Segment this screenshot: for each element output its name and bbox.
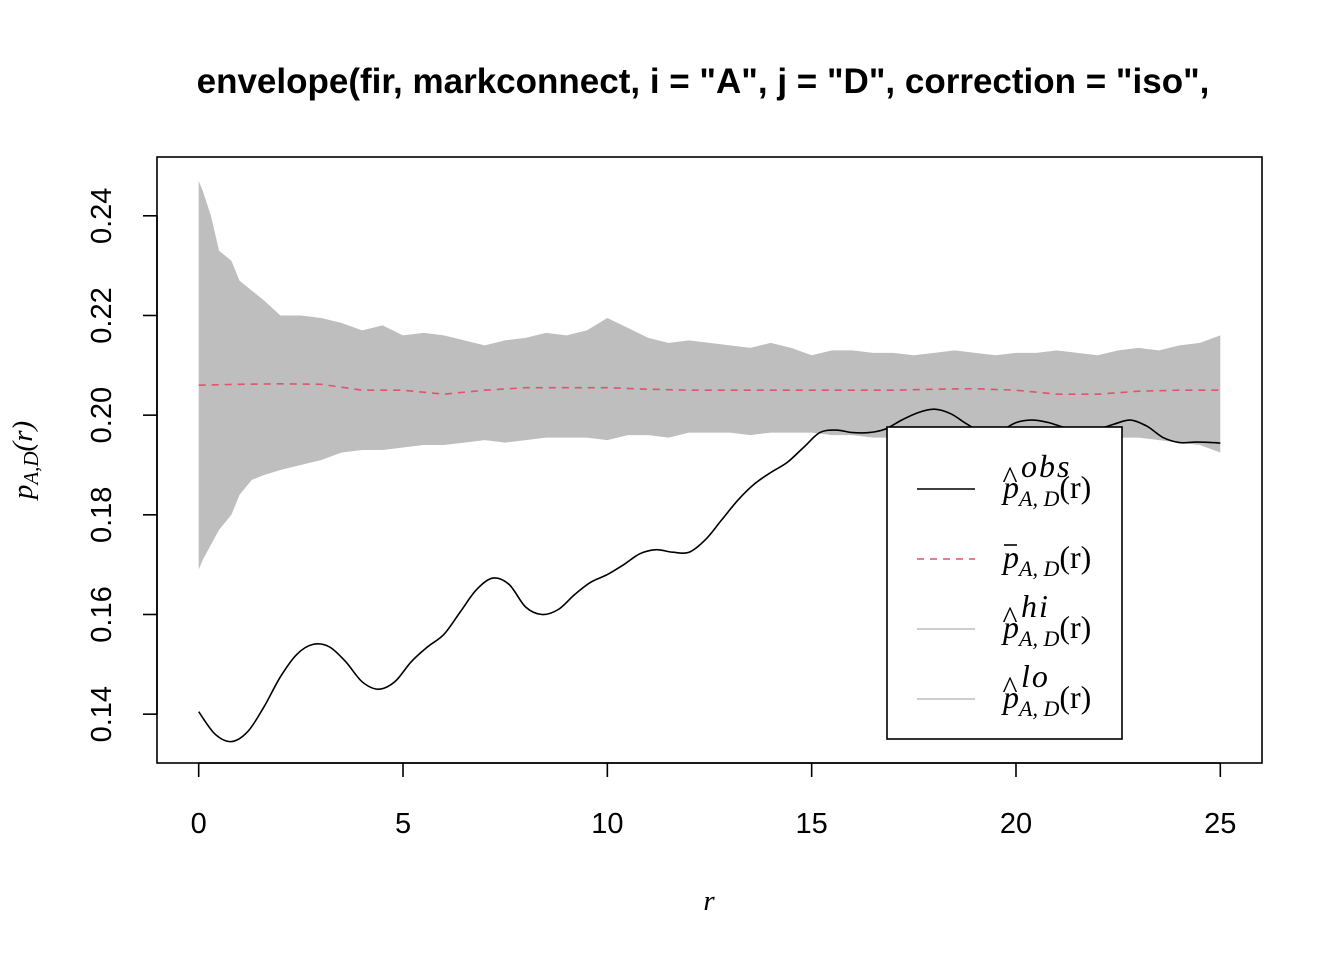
y-tick-label: 0.20	[86, 387, 118, 443]
legend-hat-mark: ^	[1002, 459, 1017, 495]
x-tick-label: 20	[1000, 808, 1032, 840]
y-tick-label: 0.18	[86, 487, 118, 543]
x-axis: 0 5 10 15 20 25	[191, 762, 1236, 840]
plot-area	[198, 180, 1221, 743]
legend-label: pA, D(r)	[1001, 539, 1091, 581]
x-tick-label: 5	[395, 808, 411, 840]
chart-title: envelope(fir, markconnect, i = "A", j = …	[197, 62, 1210, 101]
y-tick-label: 0.16	[86, 586, 118, 642]
legend-hat-mark: ^	[1002, 599, 1017, 635]
legend-sup: obs	[1021, 448, 1071, 484]
y-tick-label: 0.22	[86, 287, 118, 343]
x-axis-label: r	[703, 885, 715, 917]
legend-hat-mark: ^	[1002, 669, 1017, 705]
y-tick-label: 0.24	[86, 188, 118, 244]
legend-label: pA, D(r)	[1001, 609, 1091, 651]
legend-sup: lo	[1021, 658, 1050, 694]
legend-item-theo: pA, D(r)	[917, 539, 1091, 581]
x-tick-label: 10	[591, 808, 623, 840]
y-tick-label: 0.14	[86, 686, 118, 742]
series-obs-line	[198, 408, 1221, 743]
legend-label: pA, D(r)	[1001, 469, 1091, 511]
legend-item-hi: pA, D(r)^ hi	[917, 588, 1091, 651]
x-tick-label: 15	[796, 808, 828, 840]
series-theo-line	[198, 382, 1221, 396]
envelope-band	[198, 180, 1221, 570]
legend-label: pA, D(r)	[1001, 679, 1091, 721]
x-tick-label: 25	[1204, 808, 1236, 840]
legend-item-obs: pA, D(r)^ obs	[917, 448, 1091, 511]
legend-item-lo: pA, D(r)^ lo	[917, 658, 1091, 721]
x-tick-label: 0	[191, 808, 207, 840]
y-axis: 0.14 0.16 0.18 0.20 0.22 0.24	[86, 188, 158, 742]
legend-sup: hi	[1021, 588, 1050, 624]
legend-box	[886, 426, 1123, 740]
y-axis-label: pA,D(r)	[7, 421, 43, 501]
